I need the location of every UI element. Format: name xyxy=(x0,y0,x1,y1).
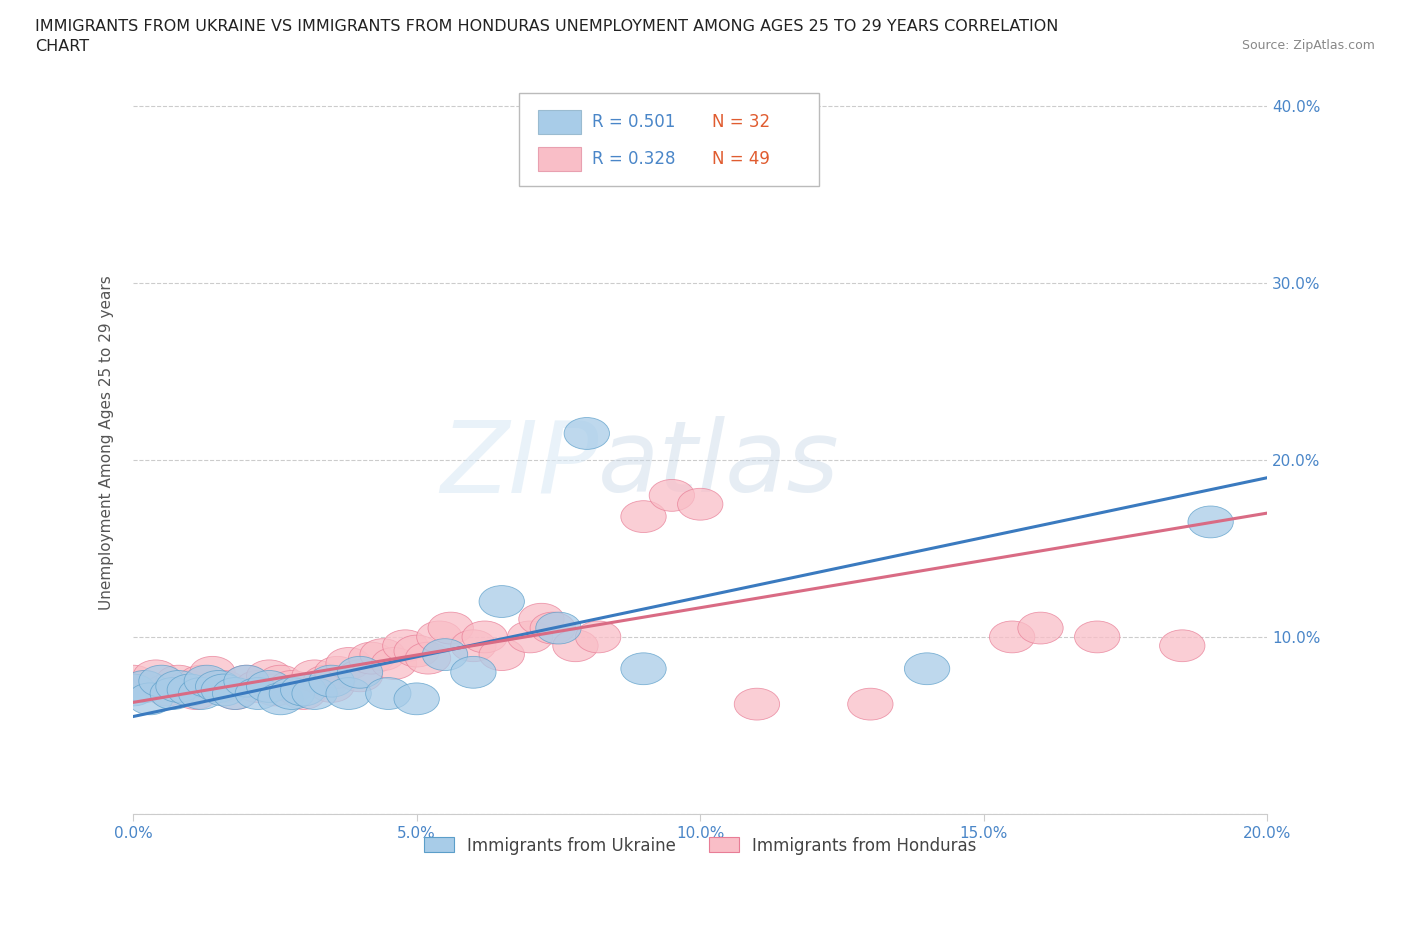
Ellipse shape xyxy=(394,635,439,667)
Ellipse shape xyxy=(281,674,326,706)
Ellipse shape xyxy=(269,678,315,710)
Ellipse shape xyxy=(212,678,257,710)
Ellipse shape xyxy=(156,671,201,702)
Ellipse shape xyxy=(167,671,212,702)
Ellipse shape xyxy=(530,612,575,644)
Ellipse shape xyxy=(1074,621,1121,653)
Ellipse shape xyxy=(235,671,281,702)
Ellipse shape xyxy=(405,643,451,674)
Ellipse shape xyxy=(201,674,246,706)
Ellipse shape xyxy=(252,674,298,706)
Ellipse shape xyxy=(1018,612,1063,644)
Ellipse shape xyxy=(145,674,190,706)
Text: Source: ZipAtlas.com: Source: ZipAtlas.com xyxy=(1241,39,1375,52)
Ellipse shape xyxy=(309,665,354,698)
Ellipse shape xyxy=(173,678,218,710)
Ellipse shape xyxy=(990,621,1035,653)
Ellipse shape xyxy=(337,657,382,688)
Ellipse shape xyxy=(190,657,235,688)
Ellipse shape xyxy=(292,660,337,692)
Ellipse shape xyxy=(575,621,621,653)
Ellipse shape xyxy=(1160,630,1205,661)
Ellipse shape xyxy=(246,671,292,702)
Ellipse shape xyxy=(848,688,893,720)
Text: CHART: CHART xyxy=(35,39,89,54)
Ellipse shape xyxy=(309,671,354,702)
Ellipse shape xyxy=(427,612,474,644)
Ellipse shape xyxy=(678,488,723,520)
Ellipse shape xyxy=(371,647,416,680)
Ellipse shape xyxy=(315,657,360,688)
Ellipse shape xyxy=(167,674,212,706)
Ellipse shape xyxy=(134,660,179,692)
Ellipse shape xyxy=(122,671,167,702)
Ellipse shape xyxy=(201,671,246,702)
Text: atlas: atlas xyxy=(598,416,839,513)
Y-axis label: Unemployment Among Ages 25 to 29 years: Unemployment Among Ages 25 to 29 years xyxy=(100,275,114,610)
Ellipse shape xyxy=(246,660,292,692)
Ellipse shape xyxy=(111,674,156,706)
Ellipse shape xyxy=(257,665,304,698)
Ellipse shape xyxy=(366,678,411,710)
Ellipse shape xyxy=(122,671,167,702)
Ellipse shape xyxy=(508,621,553,653)
Ellipse shape xyxy=(337,660,382,692)
Ellipse shape xyxy=(304,665,349,698)
Text: R = 0.501: R = 0.501 xyxy=(592,113,676,131)
FancyBboxPatch shape xyxy=(519,93,820,186)
Ellipse shape xyxy=(111,665,156,698)
Ellipse shape xyxy=(257,683,304,715)
Ellipse shape xyxy=(269,671,315,702)
Text: ZIP: ZIP xyxy=(440,416,598,513)
Ellipse shape xyxy=(156,665,201,698)
Ellipse shape xyxy=(212,678,257,710)
Ellipse shape xyxy=(621,653,666,684)
Ellipse shape xyxy=(235,678,281,710)
Ellipse shape xyxy=(360,639,405,671)
Ellipse shape xyxy=(904,653,950,684)
Ellipse shape xyxy=(128,683,173,715)
Ellipse shape xyxy=(349,643,394,674)
Ellipse shape xyxy=(479,586,524,618)
Ellipse shape xyxy=(564,418,609,449)
Text: IMMIGRANTS FROM UKRAINE VS IMMIGRANTS FROM HONDURAS UNEMPLOYMENT AMONG AGES 25 T: IMMIGRANTS FROM UKRAINE VS IMMIGRANTS FR… xyxy=(35,19,1059,33)
Legend: Immigrants from Ukraine, Immigrants from Honduras: Immigrants from Ukraine, Immigrants from… xyxy=(418,830,984,861)
Ellipse shape xyxy=(184,665,229,698)
Ellipse shape xyxy=(281,678,326,710)
Ellipse shape xyxy=(519,604,564,635)
Text: R = 0.328: R = 0.328 xyxy=(592,151,676,168)
Ellipse shape xyxy=(139,665,184,698)
FancyBboxPatch shape xyxy=(538,147,581,171)
Ellipse shape xyxy=(416,621,463,653)
Ellipse shape xyxy=(463,621,508,653)
Ellipse shape xyxy=(179,678,224,710)
Ellipse shape xyxy=(553,630,598,661)
FancyBboxPatch shape xyxy=(538,110,581,134)
Ellipse shape xyxy=(326,678,371,710)
Ellipse shape xyxy=(224,665,269,698)
Ellipse shape xyxy=(536,612,581,644)
Ellipse shape xyxy=(195,671,240,702)
Ellipse shape xyxy=(150,678,195,710)
Text: N = 32: N = 32 xyxy=(711,113,769,131)
Ellipse shape xyxy=(621,500,666,533)
Ellipse shape xyxy=(422,639,468,671)
Ellipse shape xyxy=(394,683,439,715)
Ellipse shape xyxy=(382,630,427,661)
Ellipse shape xyxy=(326,647,371,680)
Ellipse shape xyxy=(224,665,269,698)
Ellipse shape xyxy=(734,688,779,720)
Ellipse shape xyxy=(292,678,337,710)
Ellipse shape xyxy=(451,657,496,688)
Text: N = 49: N = 49 xyxy=(711,151,769,168)
Ellipse shape xyxy=(179,665,224,698)
Ellipse shape xyxy=(451,630,496,661)
Ellipse shape xyxy=(479,639,524,671)
Ellipse shape xyxy=(1188,506,1233,538)
Ellipse shape xyxy=(650,480,695,512)
